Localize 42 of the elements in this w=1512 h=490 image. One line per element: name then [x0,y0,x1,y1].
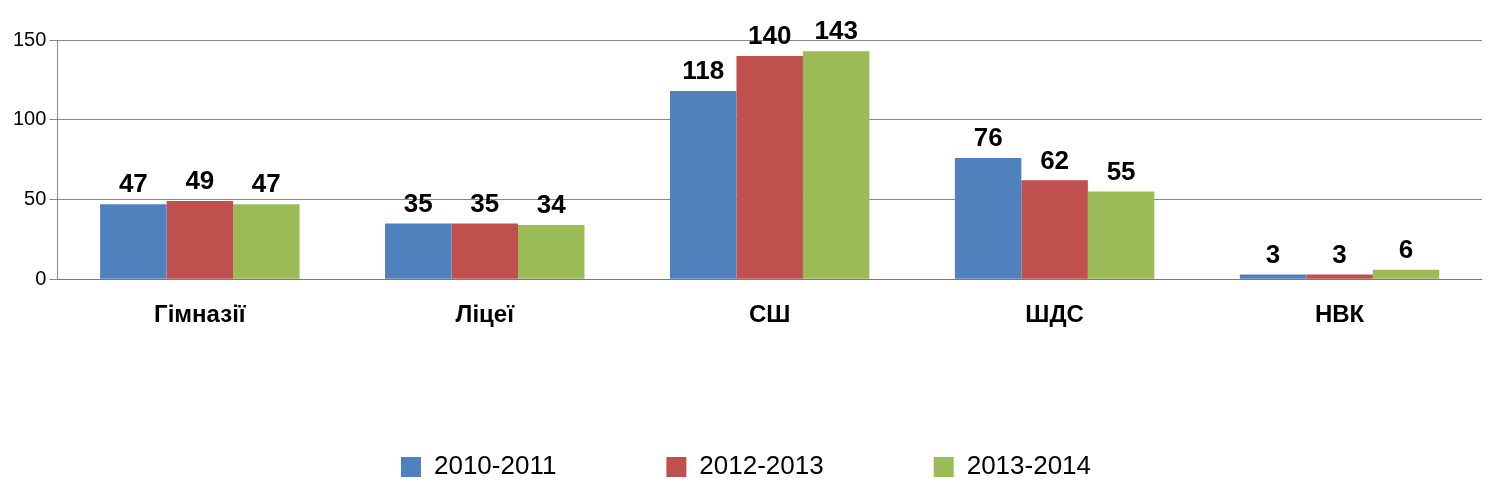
data-label: 55 [1106,155,1136,186]
bar [518,224,585,279]
y-tick-label: 50 [24,186,47,209]
bar [100,204,167,279]
bar [1239,274,1307,279]
data-label: 62 [1040,144,1070,175]
bar [954,158,1022,279]
bar [736,55,803,279]
data-label: 3 [1265,238,1281,269]
data-label: 140 [747,20,792,51]
x-tick-label: Ліцеї [455,300,516,328]
data-label: 49 [185,165,215,196]
data-label: 3 [1332,238,1347,269]
data-label: 35 [403,187,433,218]
bar [802,51,870,279]
x-tick-label: ШДС [1025,300,1084,328]
legend-label: 2013-2014 [966,450,1092,481]
data-label: 143 [814,15,858,46]
bar [1087,191,1155,279]
data-label: 118 [682,55,725,86]
data-label: 47 [251,168,281,199]
legend-label: 2010-2011 [433,450,557,481]
bar [1021,180,1088,279]
data-label: 47 [118,168,148,199]
data-label: 34 [536,189,567,220]
bar [669,91,737,279]
legend-label: 2012-2013 [699,450,824,481]
data-label: 6 [1398,233,1414,264]
bar [451,223,518,279]
bar [233,204,300,279]
y-tick-label: 150 [12,27,47,50]
x-tick-label: НВК [1314,300,1365,328]
bar [1306,274,1373,279]
x-tick-label: СШ [748,300,791,328]
data-label: 76 [973,122,1003,153]
y-tick-label: 100 [12,107,47,130]
bar [166,201,234,279]
x-tick-label: Гімназії [154,300,247,328]
y-tick-label: 0 [35,266,47,289]
bar [385,223,452,279]
data-label: 35 [470,187,500,218]
bar [1372,269,1440,279]
